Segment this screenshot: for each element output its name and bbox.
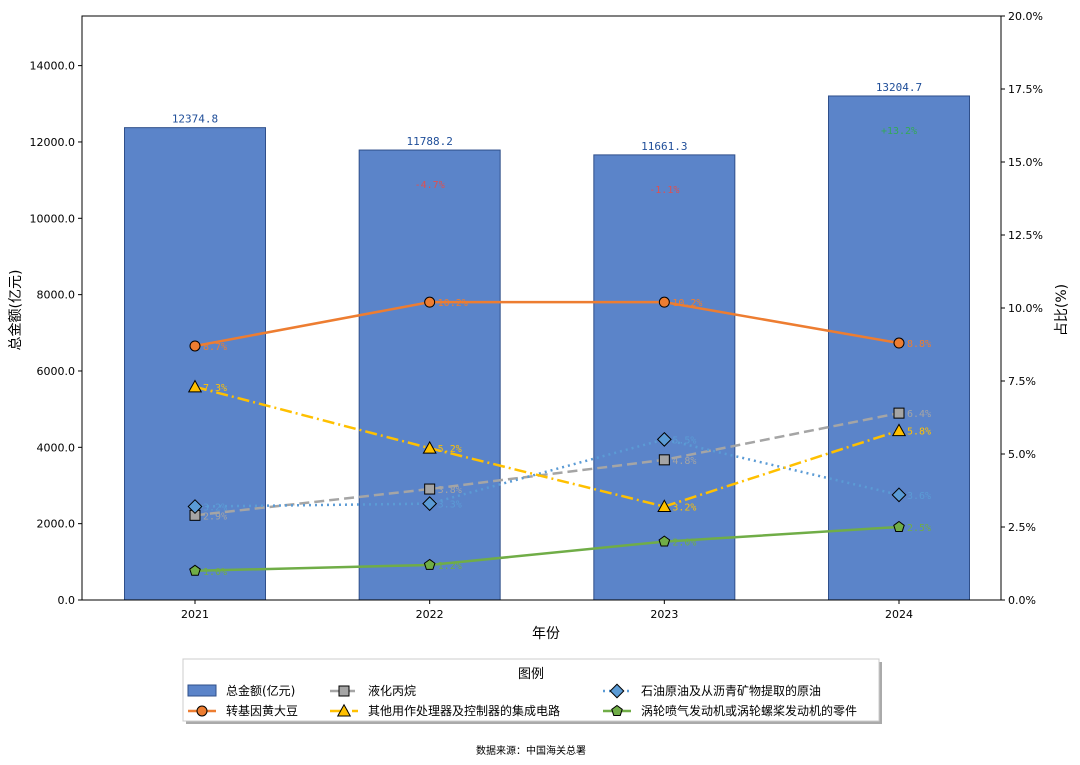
series-marker [891, 487, 907, 503]
series-point-label: 2.0% [672, 538, 696, 549]
series-marker [189, 564, 201, 576]
legend-label: 液化丙烷 [368, 683, 416, 698]
y-right-tick-label: 12.5% [1008, 229, 1043, 242]
series-marker [423, 558, 436, 570]
legend-title: 图例 [518, 667, 544, 682]
series-line [194, 385, 900, 508]
x-axis-title: 年份 [532, 626, 560, 642]
series-point-label: 8.8% [907, 339, 931, 350]
bar-total-amount [358, 149, 501, 601]
bar-value-label: 12374.8 [172, 113, 218, 126]
series-marker [189, 340, 201, 352]
x-tick-label: 2021 [181, 608, 209, 621]
legend-swatch-marker [196, 705, 208, 717]
series-point-label: 2.9% [203, 511, 227, 522]
legend-box [182, 658, 880, 722]
y-right-tick-label: 10.0% [1008, 302, 1043, 315]
y-right-tick-label: 17.5% [1008, 83, 1043, 96]
series-point-label: 10.2% [438, 298, 468, 309]
labels-layer: 12374.8 11788.2 11661.3 13204.7 -4.7% -1.1% +1… [172, 81, 931, 578]
x-tick-label: 2022 [416, 608, 444, 621]
series-marker [187, 499, 203, 515]
series-marker [658, 535, 671, 547]
legend-swatch-marker [336, 703, 352, 717]
series-point-label: 8.7% [203, 342, 227, 353]
series-marker [891, 423, 907, 437]
series-marker [657, 499, 672, 513]
y-left-tick-label: 14000.0 [30, 60, 76, 73]
legend-swatch-marker [338, 685, 350, 697]
bar-value-label: 13204.7 [876, 81, 922, 94]
series-point-label: 3.2% [203, 503, 227, 514]
y-right-tick-label: 2.5% [1008, 521, 1036, 534]
y-right-tick-label: 15.0% [1008, 156, 1043, 169]
series-marker [424, 296, 436, 308]
series-marker [422, 440, 437, 454]
series-point-label: 7.3% [203, 383, 227, 394]
series-marker [422, 496, 438, 512]
series-point-label: 5.5% [672, 435, 696, 446]
y-right-tick-label: 5.0% [1008, 448, 1036, 461]
x-tick-label: 2023 [650, 608, 678, 621]
bar-value-label: 11788.2 [406, 135, 452, 148]
x-tick-label: 2024 [885, 608, 913, 621]
y-left-tick-label: 0.0 [58, 594, 76, 607]
lines-layer [187, 296, 907, 576]
y-axis-left-title: 总金额(亿元) [8, 270, 24, 351]
growth-rate-label: +13.2% [881, 126, 917, 137]
legend-label: 其他用作处理器及控制器的集成电路 [368, 703, 560, 718]
legend-label: 总金额(亿元) [226, 683, 295, 698]
y-right-tick-label: 7.5% [1008, 375, 1036, 388]
y-left-tick-label: 4000.0 [37, 441, 76, 454]
series-marker [187, 379, 203, 393]
y-left-tick-label: 6000.0 [37, 365, 76, 378]
series-point-label: 5.2% [438, 444, 462, 455]
series-point-label: 3.2% [672, 503, 696, 514]
series-marker [424, 483, 436, 495]
bar-value-label: 11661.3 [641, 140, 687, 153]
legend-swatch-marker [611, 704, 623, 716]
axis-layer: 0.0 2000.0 4000.0 6000.0 8000.0 10000.0 12000.… [30, 10, 1043, 621]
y-axis-right-title: 占比(%) [1054, 284, 1070, 336]
series-point-label: 4.8% [672, 456, 696, 467]
series-line [194, 300, 900, 348]
legend-swatch-bar [187, 684, 217, 697]
series-point-label: 2.5% [907, 523, 931, 534]
bar-total-amount [593, 154, 736, 601]
growth-rate-label: -1.1% [649, 185, 679, 196]
y-left-tick-label: 10000.0 [30, 212, 76, 225]
series-marker [893, 520, 905, 532]
y-left-tick-label: 2000.0 [37, 518, 76, 531]
series-point-label: 5.8% [907, 427, 931, 438]
legend-label: 涡轮喷气发动机或涡轮螺桨发动机的零件 [641, 703, 857, 718]
series-marker [656, 431, 672, 447]
series-marker [893, 407, 905, 419]
series-line [194, 411, 900, 517]
y-left-tick-label: 12000.0 [30, 136, 76, 149]
series-point-label: 6.4% [907, 409, 931, 420]
data-source-note: 数据来源：中国海关总署 [476, 744, 586, 757]
y-right-tick-label: 20.0% [1008, 10, 1043, 23]
series-point-label: 3.3% [438, 500, 462, 511]
y-left-tick-label: 8000.0 [37, 289, 76, 302]
legend-label: 石油原油及从沥青矿物提取的原油 [641, 683, 821, 698]
legend-label: 转基因黄大豆 [226, 703, 298, 718]
series-marker [658, 296, 670, 308]
series-point-label: 1.0% [203, 567, 227, 578]
series-line [194, 525, 900, 573]
series-marker [893, 337, 905, 349]
growth-rate-label: -4.7% [415, 180, 445, 191]
series-point-label: 1.2% [438, 561, 462, 572]
series-point-label: 3.8% [438, 485, 462, 496]
legend-swatch-marker [609, 683, 625, 699]
y-right-tick-label: 0.0% [1008, 594, 1036, 607]
series-point-label: 3.6% [907, 491, 931, 502]
series-point-label: 10.2% [672, 298, 702, 309]
bar-total-amount [124, 127, 266, 601]
series-marker [658, 454, 670, 466]
